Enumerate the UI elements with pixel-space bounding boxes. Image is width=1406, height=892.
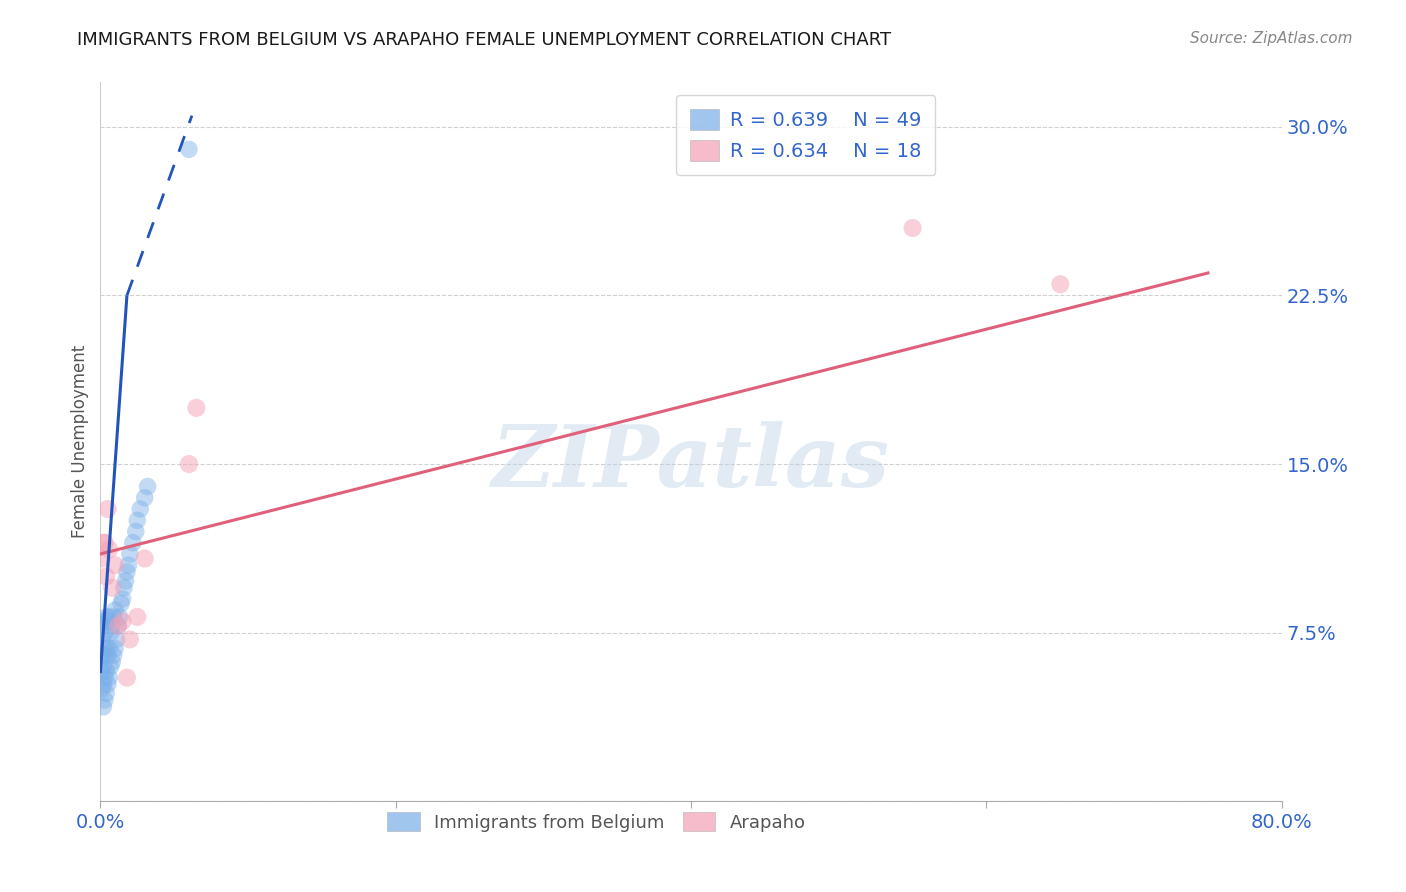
Text: IMMIGRANTS FROM BELGIUM VS ARAPAHO FEMALE UNEMPLOYMENT CORRELATION CHART: IMMIGRANTS FROM BELGIUM VS ARAPAHO FEMAL… bbox=[77, 31, 891, 49]
Point bbox=[90, 632, 112, 647]
Point bbox=[90, 551, 112, 566]
Point bbox=[117, 558, 139, 573]
Point bbox=[111, 591, 134, 606]
Point bbox=[186, 401, 208, 415]
Point bbox=[96, 569, 118, 583]
Point bbox=[114, 574, 136, 588]
Point bbox=[90, 648, 112, 662]
Point bbox=[104, 603, 127, 617]
Point bbox=[91, 699, 114, 714]
Point bbox=[94, 693, 117, 707]
Point bbox=[96, 664, 118, 678]
Point bbox=[90, 664, 112, 678]
Point bbox=[101, 655, 124, 669]
Point bbox=[97, 502, 120, 516]
Point bbox=[100, 625, 122, 640]
Point bbox=[94, 625, 117, 640]
Point bbox=[90, 681, 112, 696]
Point bbox=[96, 686, 118, 700]
Point bbox=[105, 632, 128, 647]
Legend: Immigrants from Belgium, Arapaho: Immigrants from Belgium, Arapaho bbox=[380, 805, 813, 839]
Point bbox=[1049, 277, 1071, 292]
Point bbox=[127, 610, 149, 624]
Point bbox=[108, 610, 131, 624]
Point bbox=[901, 221, 924, 235]
Point bbox=[96, 610, 118, 624]
Point bbox=[91, 659, 114, 673]
Point bbox=[94, 648, 117, 662]
Point bbox=[97, 648, 120, 662]
Point bbox=[98, 610, 121, 624]
Point bbox=[97, 677, 120, 691]
Point bbox=[127, 513, 149, 527]
Point bbox=[177, 457, 200, 471]
Point bbox=[110, 596, 132, 610]
Point bbox=[98, 641, 121, 656]
Point bbox=[96, 641, 118, 656]
Point bbox=[177, 142, 200, 156]
Text: Source: ZipAtlas.com: Source: ZipAtlas.com bbox=[1189, 31, 1353, 46]
Point bbox=[90, 615, 112, 629]
Text: ZIPatlas: ZIPatlas bbox=[492, 421, 890, 505]
Point bbox=[121, 535, 143, 549]
Point bbox=[129, 502, 152, 516]
Point bbox=[115, 671, 138, 685]
Point bbox=[104, 641, 127, 656]
Point bbox=[91, 619, 114, 633]
Y-axis label: Female Unemployment: Female Unemployment bbox=[72, 345, 89, 538]
Point bbox=[107, 619, 129, 633]
Point bbox=[101, 619, 124, 633]
Point bbox=[97, 615, 120, 629]
Point bbox=[94, 671, 117, 685]
Point bbox=[98, 542, 121, 557]
Point bbox=[134, 491, 156, 505]
Point bbox=[118, 632, 141, 647]
Point bbox=[125, 524, 148, 539]
Point bbox=[91, 641, 114, 656]
Point bbox=[136, 479, 159, 493]
Point bbox=[115, 565, 138, 579]
Point bbox=[94, 535, 117, 549]
Point bbox=[104, 558, 127, 573]
Point bbox=[100, 659, 122, 673]
Point bbox=[91, 677, 114, 691]
Point bbox=[107, 619, 129, 633]
Point bbox=[98, 671, 121, 685]
Point bbox=[118, 547, 141, 561]
Point bbox=[134, 551, 156, 566]
Point bbox=[101, 581, 124, 595]
Point bbox=[103, 610, 125, 624]
Point bbox=[111, 615, 134, 629]
Point bbox=[112, 581, 135, 595]
Point bbox=[91, 535, 114, 549]
Point bbox=[103, 648, 125, 662]
